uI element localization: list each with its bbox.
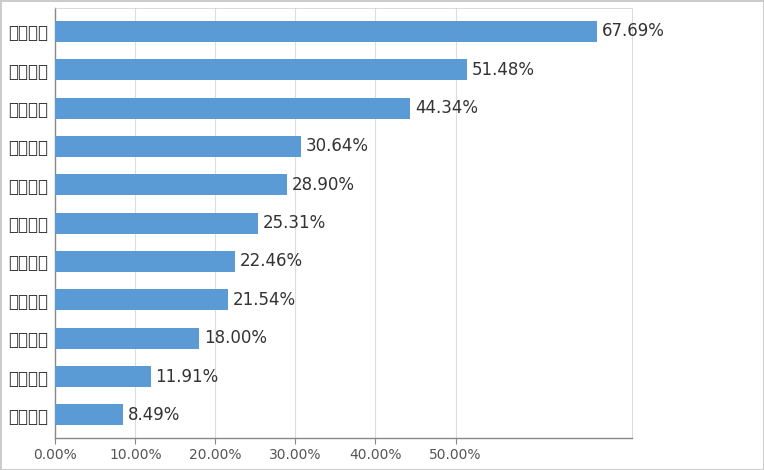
Text: 67.69%: 67.69% (602, 23, 665, 40)
Bar (55, 328, 199, 349)
Bar (55, 174, 286, 196)
Text: 8.49%: 8.49% (128, 406, 180, 424)
Bar (55, 21, 597, 42)
Text: 51.48%: 51.48% (472, 61, 535, 78)
Text: 28.90%: 28.90% (291, 176, 354, 194)
Bar (55, 59, 468, 80)
Bar (55, 212, 258, 234)
Bar (55, 404, 123, 425)
Bar (55, 136, 300, 157)
Bar (55, 366, 151, 387)
Bar (55, 97, 410, 118)
Text: 30.64%: 30.64% (306, 137, 368, 156)
Text: 11.91%: 11.91% (155, 368, 219, 385)
Text: 22.46%: 22.46% (240, 252, 303, 271)
Text: 25.31%: 25.31% (263, 214, 326, 232)
Text: 44.34%: 44.34% (415, 99, 478, 117)
Bar (55, 251, 235, 272)
Bar (55, 290, 228, 310)
Text: 18.00%: 18.00% (204, 329, 267, 347)
Text: 21.54%: 21.54% (232, 291, 296, 309)
